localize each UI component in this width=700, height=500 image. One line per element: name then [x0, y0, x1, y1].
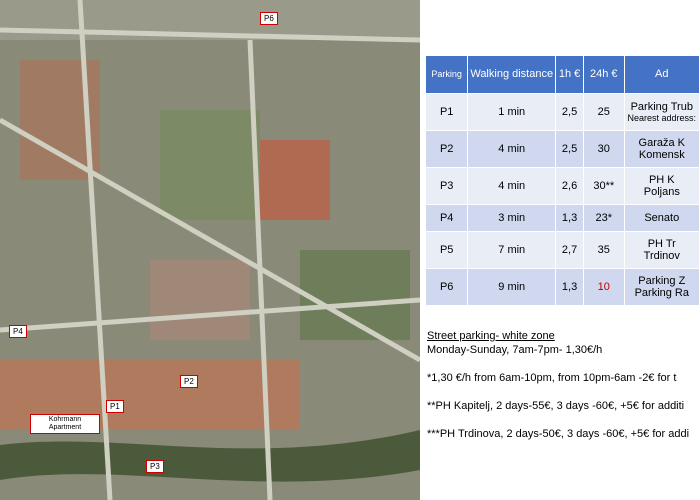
table-cell: 1,3 [555, 268, 584, 306]
table-row: P1 1 min 2,5 25 Parking Trub Nearest address: [424, 93, 700, 131]
table-cell: P5 [424, 231, 469, 269]
table-cell: P2 [424, 130, 469, 168]
header-cell: Walking distance [467, 55, 557, 94]
table-cell: 2,6 [555, 167, 584, 205]
address-line: Parking Z [638, 275, 686, 287]
address-line: PH Tr [647, 238, 676, 250]
table-row: P2 4 min 2,5 30 Garaža K Komensk [424, 130, 700, 168]
table-cell: P6 [424, 268, 469, 306]
address-line: Trdinov [643, 250, 680, 262]
address-line: Parking Trub [630, 101, 693, 113]
table-row: P4 3 min 1,3 23* Senato [424, 204, 700, 232]
parking-table: Parking Walking distance 1h €24h € Ad P1 1 m… [424, 55, 700, 306]
map-label: P2 [180, 375, 198, 388]
table-cell: 35 [582, 231, 625, 269]
address-cell: Garaža K Komensk [623, 130, 700, 168]
table-row: P6 9 min 1,3 10 Parking Z Parking Ra [424, 268, 700, 306]
table-cell: 30** [582, 167, 625, 205]
address-cell: Parking Trub Nearest address: [623, 93, 700, 131]
table-cell: 23* [582, 204, 625, 232]
map-label: P1 [106, 400, 124, 413]
header-cell: 24h € [582, 55, 625, 94]
map-label: P3 [146, 460, 164, 473]
address-cell: Parking Z Parking Ra [623, 268, 700, 306]
table-row: P3 4 min 2,6 30** PH K Poljans [424, 167, 700, 205]
table-cell: 9 min [467, 268, 557, 306]
note-line: Monday-Sunday, 7am-7pm- 1,30€/h [427, 344, 603, 356]
header-row: Parking Walking distance 1h €24h € Ad [424, 55, 700, 94]
address-line: Senato [644, 212, 680, 224]
note-line: *1,30 €/h from 6am-10pm, from 10pm-6am -… [427, 372, 677, 384]
table-cell: 25 [582, 93, 625, 131]
table-cell: 30 [582, 130, 625, 168]
table-cell: 1 min [467, 93, 557, 131]
note-line: ***PH Trdinova, 2 days-50€, 3 days -60€,… [427, 428, 690, 440]
table-row: P5 7 min 2,7 35 PH Tr Trdinov [424, 231, 700, 269]
header-cell: 1h € [555, 55, 584, 94]
table-cell: P1 [424, 93, 469, 131]
table-cell: P3 [424, 167, 469, 205]
map-label: P4 [9, 325, 27, 338]
address-line: PH K [648, 174, 675, 186]
table-cell: P4 [424, 204, 469, 232]
note-line: **PH Kapitelj, 2 days-55€, 3 days -60€, … [427, 400, 685, 412]
address-cell: PH Tr Trdinov [623, 231, 700, 269]
table-cell: 4 min [467, 130, 557, 168]
address-line: Poljans [643, 186, 680, 198]
notes-title: Street parking- white zone [427, 330, 555, 342]
map-label: Kohrmann Apartment [30, 414, 100, 434]
table-cell: 10 [582, 268, 625, 306]
table-cell: 4 min [467, 167, 557, 205]
table-cell: 1,3 [555, 204, 584, 232]
notes: Street parking- white zone Monday-Sunday… [427, 330, 700, 456]
map-label: P6 [260, 12, 278, 25]
address-line: Nearest address: [627, 113, 697, 123]
address-cell: Senato [623, 204, 700, 232]
table-cell: 3 min [467, 204, 557, 232]
address-cell: PH K Poljans [623, 167, 700, 205]
address-line: Komensk [638, 149, 685, 161]
header-cell: Parking [424, 55, 469, 94]
table-cell: 2,5 [555, 130, 584, 168]
table-cell: 7 min [467, 231, 557, 269]
header-cell: Ad [623, 55, 700, 94]
address-line: Parking Ra [634, 287, 689, 299]
table-cell: 2,7 [555, 231, 584, 269]
address-line: Garaža K [638, 137, 686, 149]
table-cell: 2,5 [555, 93, 584, 131]
